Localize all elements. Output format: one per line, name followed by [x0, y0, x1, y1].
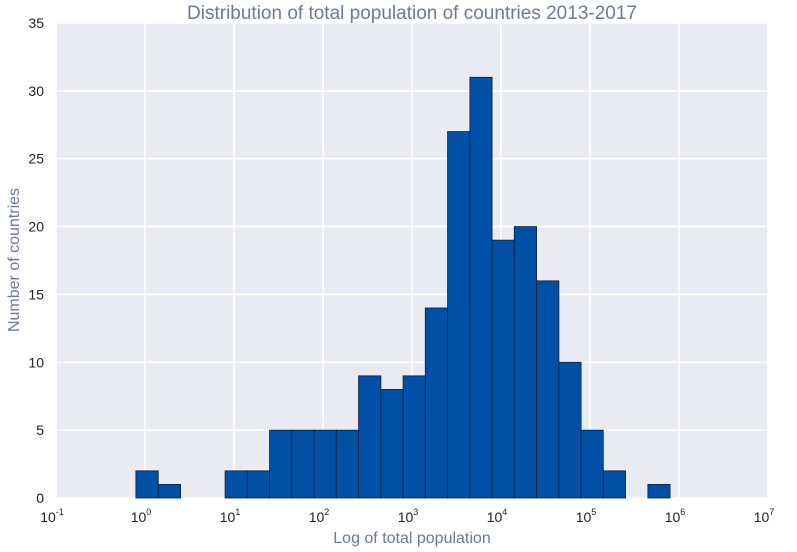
- histogram-bar: [157, 484, 181, 499]
- x-tick-labels: 10-1 100 101 102 103 104 105 106 107: [40, 507, 774, 525]
- histogram-bar: [602, 470, 626, 499]
- histogram-bar: [558, 361, 582, 499]
- x-tick-label: 102: [309, 507, 330, 525]
- x-tick-exponent: 4: [502, 507, 507, 517]
- histogram-bar: [246, 470, 270, 499]
- x-tick-label: 106: [665, 507, 686, 525]
- bars: [135, 76, 671, 499]
- y-tick-label: 0: [36, 490, 44, 506]
- y-tick-label: 20: [28, 219, 44, 235]
- x-tick-base: 10: [754, 509, 770, 525]
- histogram-bar: [335, 429, 359, 499]
- histogram-bar: [380, 389, 404, 499]
- x-axis-label: Log of total population: [333, 530, 490, 547]
- x-tick-exponent: 3: [413, 507, 418, 517]
- x-tick-label: 100: [131, 507, 152, 525]
- x-tick-exponent: 0: [146, 507, 151, 517]
- x-tick-base: 10: [131, 509, 147, 525]
- histogram-bar: [447, 131, 471, 499]
- x-tick-base: 10: [487, 509, 503, 525]
- chart-title: Distribution of total population of coun…: [187, 3, 637, 24]
- x-tick-label: 101: [220, 507, 241, 525]
- histogram-bar: [513, 226, 537, 499]
- histogram-bar: [313, 429, 337, 499]
- x-tick-base: 10: [309, 509, 325, 525]
- x-tick-exponent: 6: [680, 507, 685, 517]
- x-tick-base: 10: [665, 509, 681, 525]
- y-tick-label: 35: [28, 15, 44, 31]
- x-tick-label: 10-1: [40, 507, 64, 525]
- y-tick-label: 25: [28, 151, 44, 167]
- x-tick-label: 105: [576, 507, 597, 525]
- y-tick-labels: 0 5 10 15 20 25 30 35: [28, 15, 44, 506]
- histogram-bar: [580, 429, 604, 499]
- y-tick-label: 5: [36, 422, 44, 438]
- x-tick-base: 10: [576, 509, 592, 525]
- x-tick-exponent: -1: [56, 507, 64, 517]
- y-tick-label: 30: [28, 83, 44, 99]
- histogram-bar: [224, 470, 248, 499]
- x-tick-exponent: 7: [769, 507, 774, 517]
- histogram-bar: [291, 429, 315, 499]
- y-tick-label: 10: [28, 354, 44, 370]
- x-tick-base: 10: [40, 509, 56, 525]
- histogram-bar: [135, 470, 159, 499]
- x-tick-exponent: 1: [235, 507, 240, 517]
- x-tick-exponent: 5: [591, 507, 596, 517]
- x-tick-label: 107: [754, 507, 775, 525]
- y-axis-label: Number of countries: [6, 188, 23, 332]
- x-tick-base: 10: [398, 509, 414, 525]
- histogram-bar: [269, 429, 293, 499]
- y-tick-label: 15: [28, 286, 44, 302]
- histogram-bar: [491, 239, 515, 499]
- x-tick-base: 10: [220, 509, 236, 525]
- x-tick-exponent: 2: [324, 507, 329, 517]
- histogram-bar: [469, 76, 493, 499]
- histogram-bar: [424, 307, 448, 499]
- histogram-bar: [536, 280, 560, 499]
- x-tick-label: 104: [487, 507, 508, 525]
- x-tick-label: 103: [398, 507, 419, 525]
- histogram-bar: [358, 375, 382, 499]
- histogram-bar: [402, 375, 426, 499]
- histogram-bar: [647, 484, 671, 499]
